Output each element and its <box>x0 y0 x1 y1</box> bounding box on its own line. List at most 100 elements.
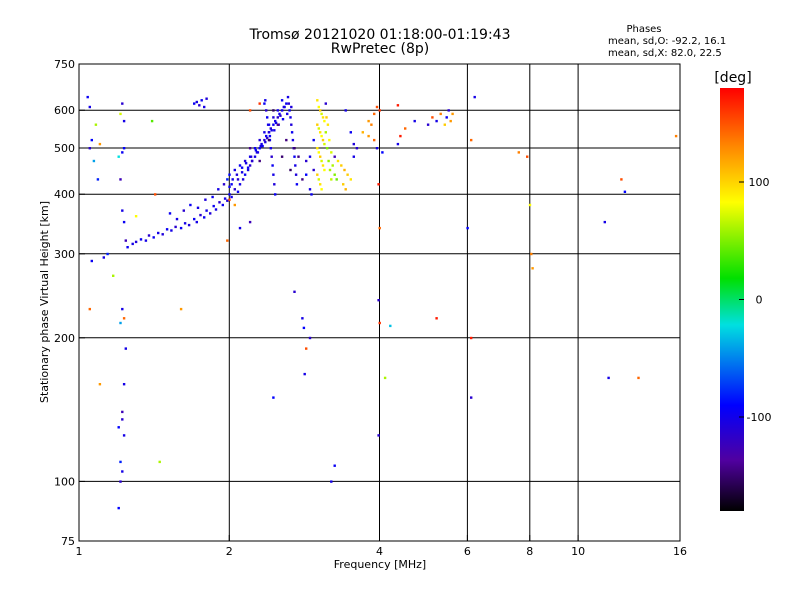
data-point <box>389 324 392 328</box>
data-point <box>290 131 294 134</box>
data-point <box>243 159 247 163</box>
data-point <box>222 183 226 186</box>
data-point <box>196 206 200 209</box>
data-point <box>607 376 610 380</box>
data-point <box>367 119 370 123</box>
data-point <box>367 134 370 138</box>
data-point <box>200 99 203 102</box>
data-point <box>189 203 192 207</box>
data-point <box>328 138 331 142</box>
data-point <box>86 95 89 99</box>
data-points <box>86 95 678 510</box>
data-point <box>199 213 202 217</box>
data-point <box>161 233 164 236</box>
data-point <box>346 173 349 176</box>
data-point <box>324 131 327 134</box>
data-point <box>294 173 298 176</box>
data-point <box>331 164 334 167</box>
data-point <box>119 480 122 483</box>
data-point <box>236 190 240 193</box>
data-point <box>195 100 198 104</box>
data-point <box>320 112 323 116</box>
data-point <box>301 178 304 181</box>
data-point <box>273 129 276 132</box>
data-point <box>264 140 267 144</box>
data-point <box>319 109 322 112</box>
data-point <box>336 159 340 163</box>
data-point <box>203 216 206 219</box>
data-point <box>293 290 296 293</box>
y-tick-label: 200 <box>54 332 75 345</box>
data-point <box>139 238 143 241</box>
data-point <box>349 131 352 134</box>
data-point <box>466 226 469 230</box>
data-point <box>378 109 381 112</box>
data-point <box>88 147 91 150</box>
data-point <box>316 123 319 126</box>
data-point <box>193 102 196 105</box>
data-point <box>263 131 266 134</box>
data-point <box>333 464 336 467</box>
data-point <box>158 460 161 464</box>
data-point <box>248 155 252 158</box>
data-point <box>267 131 271 134</box>
data-point <box>266 123 270 126</box>
data-point <box>288 109 291 112</box>
data-point <box>218 201 221 204</box>
data-point <box>439 112 442 116</box>
x-tick-label: 1 <box>76 545 83 558</box>
data-point <box>119 321 122 325</box>
data-point <box>121 209 124 212</box>
data-point <box>340 164 343 167</box>
data-point <box>435 119 438 123</box>
data-point <box>272 123 275 126</box>
data-point <box>280 99 284 102</box>
data-point <box>274 119 277 123</box>
colorbar-tick-label: -100 <box>747 411 772 424</box>
data-point <box>321 164 325 167</box>
data-point <box>248 147 252 150</box>
data-point <box>124 239 127 242</box>
data-point <box>134 215 138 218</box>
data-point <box>302 326 306 330</box>
data-point <box>226 178 229 181</box>
data-point <box>238 164 242 167</box>
chart-subtitle: RwPretec (8p) <box>331 41 429 57</box>
data-point <box>119 112 122 116</box>
data-point <box>88 105 91 109</box>
data-point <box>317 178 320 181</box>
data-point <box>228 173 231 176</box>
data-point <box>233 203 236 207</box>
data-point <box>326 123 330 126</box>
data-point <box>449 119 452 123</box>
data-point <box>293 147 296 150</box>
data-point <box>305 347 308 350</box>
data-point <box>355 147 359 150</box>
y-tick-label: 600 <box>54 104 75 117</box>
data-point <box>122 147 126 150</box>
data-point <box>319 131 322 134</box>
data-point <box>102 256 105 259</box>
data-point <box>179 307 183 311</box>
data-point <box>204 198 207 201</box>
data-point <box>119 178 122 181</box>
data-point <box>526 155 529 158</box>
data-point <box>274 121 278 125</box>
data-point <box>297 155 300 158</box>
data-point <box>236 178 240 181</box>
data-point <box>122 317 126 320</box>
colorbar-label: [deg] <box>714 70 751 86</box>
data-point <box>470 336 473 340</box>
data-point <box>281 118 285 121</box>
data-point <box>320 134 323 138</box>
data-point <box>121 470 124 473</box>
data-point <box>209 212 212 215</box>
data-point <box>383 376 387 380</box>
data-point <box>517 151 520 154</box>
data-point <box>325 116 328 119</box>
data-point <box>187 223 191 227</box>
x-tick-label: 16 <box>673 545 687 558</box>
data-point <box>256 151 260 154</box>
data-point <box>330 151 333 154</box>
